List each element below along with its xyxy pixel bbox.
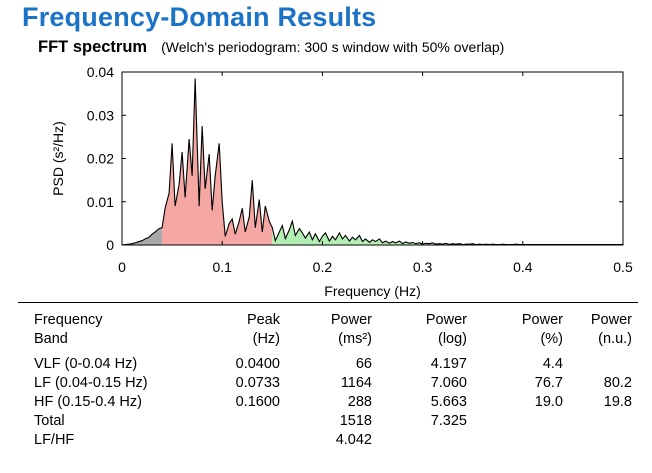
table-cell: 4.4 xyxy=(542,356,563,372)
table-cell: 19.0 xyxy=(534,394,563,410)
header-cell: Band xyxy=(34,331,68,347)
subtitle-note: (Welch's periodogram: 300 s window with … xyxy=(161,39,505,55)
table-cell xyxy=(467,412,563,431)
x-tick-label: 0 xyxy=(118,259,126,275)
x-tick-label: 0.1 xyxy=(212,259,232,275)
band-fills xyxy=(122,78,523,245)
table-cell: 80.2 xyxy=(603,375,632,391)
table-cell: 19.8 xyxy=(603,394,632,410)
table-cell: 1518 xyxy=(339,413,372,429)
table-cell xyxy=(372,431,467,450)
y-axis-label: PSD (s²/Hz) xyxy=(50,121,66,196)
header-cell: (ms²) xyxy=(338,331,372,347)
y-tick-label: 0.04 xyxy=(87,64,114,80)
table-cell: 76.7 xyxy=(534,375,563,391)
table-row: Total 1518 7.325 xyxy=(34,412,632,431)
header-cell: (log) xyxy=(437,331,467,347)
table-header-row-1: Frequency Peak Power Power Power Power xyxy=(34,311,632,330)
axis-ticks: 0 0.1 0.2 0.3 0.4 0.5 0 0.01 0.02 0.03 0.04 xyxy=(87,64,633,275)
header-cell: Peak xyxy=(246,312,280,328)
table-row: LF/HF 4.042 xyxy=(34,431,632,450)
results-table: Frequency Peak Power Power Power Power B… xyxy=(34,311,632,450)
header-cell: Power xyxy=(590,312,632,328)
table-divider xyxy=(18,302,638,303)
table-cell: LF/HF xyxy=(34,432,75,448)
header-cell: Power xyxy=(330,312,372,328)
table-cell: HF (0.15-0.4 Hz) xyxy=(34,394,142,410)
table-row: LF (0.04-0.15 Hz) 0.0733 1164 7.060 76.7… xyxy=(34,374,632,393)
band-fill-vlf xyxy=(122,227,163,245)
table-header-row-2: Band (Hz) (ms²) (log) (%) (n.u.) xyxy=(34,330,632,349)
page-title: Frequency-Domain Results xyxy=(22,2,377,32)
table-cell: 1164 xyxy=(340,375,372,391)
table-cell: 0.1600 xyxy=(235,394,280,410)
table-cell xyxy=(467,431,563,450)
table-row: HF (0.15-0.4 Hz) 0.1600 288 5.663 19.0 1… xyxy=(34,393,632,412)
y-tick-label: 0.01 xyxy=(87,194,114,210)
table-cell: Total xyxy=(34,413,65,429)
table-cell: VLF (0-0.04 Hz) xyxy=(34,356,138,372)
header-cell: (Hz) xyxy=(252,331,280,347)
table-cell: LF (0.04-0.15 Hz) xyxy=(34,375,148,391)
chart-subtitle: FFT spectrum (Welch's periodogram: 300 s … xyxy=(38,38,504,57)
header-cell: (n.u.) xyxy=(598,331,632,347)
header-cell: (%) xyxy=(540,331,563,347)
x-axis-label: Frequency (Hz) xyxy=(324,283,420,299)
y-tick-label: 0.03 xyxy=(87,107,114,123)
table-cell xyxy=(210,431,280,450)
table-row: VLF (0-0.04 Hz) 0.0400 66 4.197 4.4 xyxy=(34,355,632,374)
table-cell: 7.060 xyxy=(430,375,467,391)
table-cell: 0.0400 xyxy=(235,356,280,372)
x-tick-label: 0.3 xyxy=(413,259,433,275)
header-cell: Frequency xyxy=(34,312,103,328)
header-cell: Power xyxy=(521,312,563,328)
band-fill-hf xyxy=(272,221,523,245)
table-cell xyxy=(563,431,632,450)
subtitle-main: FFT spectrum xyxy=(38,38,148,56)
x-tick-label: 0.4 xyxy=(513,259,533,275)
psd-chart: 0 0.1 0.2 0.3 0.4 0.5 0 0.01 0.02 0.03 0.04 Freque… xyxy=(50,64,633,299)
table-cell xyxy=(563,412,632,431)
table-cell xyxy=(210,412,280,431)
table-cell: 5.663 xyxy=(430,394,467,410)
table-cell: 4.042 xyxy=(335,432,372,448)
psd-spectrum-line xyxy=(121,78,623,246)
table-cell xyxy=(563,355,632,374)
table-cell: 0.0733 xyxy=(235,375,280,391)
table-cell: 66 xyxy=(355,356,372,372)
table-cell: 4.197 xyxy=(430,356,467,372)
table-cell: 288 xyxy=(347,394,372,410)
x-tick-label: 0.5 xyxy=(613,259,633,275)
x-tick-label: 0.2 xyxy=(313,259,333,275)
table-cell: 7.325 xyxy=(430,413,467,429)
header-cell: Power xyxy=(425,312,467,328)
y-tick-label: 0.02 xyxy=(87,151,114,167)
y-tick-label: 0 xyxy=(106,237,114,253)
